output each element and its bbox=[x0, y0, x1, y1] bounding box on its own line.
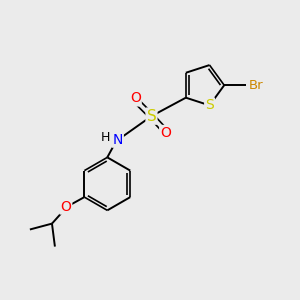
Text: S: S bbox=[147, 109, 156, 124]
Text: H: H bbox=[100, 131, 110, 144]
Text: Br: Br bbox=[248, 79, 263, 92]
Text: N: N bbox=[112, 133, 123, 147]
Text: O: O bbox=[160, 126, 171, 140]
Text: S: S bbox=[205, 98, 214, 112]
Text: O: O bbox=[60, 200, 71, 214]
Text: O: O bbox=[130, 92, 141, 106]
